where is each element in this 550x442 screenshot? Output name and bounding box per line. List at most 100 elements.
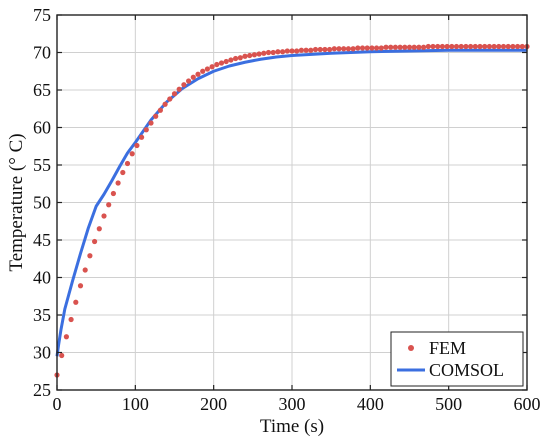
data-point: [505, 43, 511, 50]
data-point: [115, 180, 121, 186]
data-point: [82, 267, 88, 273]
data-point: [486, 43, 492, 50]
data-point: [209, 64, 215, 70]
data-point: [92, 238, 98, 245]
data-point: [411, 44, 417, 50]
data-point: [364, 45, 370, 51]
data-point: [472, 43, 478, 50]
x-tick-label: 0: [53, 394, 62, 414]
data-point: [261, 50, 267, 56]
data-point: [214, 61, 220, 68]
y-tick-label: 45: [33, 230, 51, 250]
data-point: [312, 46, 319, 53]
data-point: [275, 49, 281, 55]
legend-swatch-marker: [408, 345, 414, 351]
data-point: [242, 53, 248, 59]
y-tick-label: 40: [33, 268, 51, 288]
data-point: [322, 46, 328, 53]
y-axis-label: Temperature (° C): [6, 133, 27, 271]
data-point: [96, 226, 102, 232]
data-point: [223, 58, 229, 65]
data-point: [87, 253, 93, 259]
data-point: [265, 49, 272, 56]
data-point: [369, 45, 375, 51]
data-point: [392, 44, 398, 50]
legend-label: FEM: [429, 338, 466, 358]
data-point: [402, 44, 408, 50]
data-point: [153, 113, 159, 119]
legend-box: [390, 331, 524, 387]
data-point: [77, 283, 84, 289]
x-tick-label: 400: [357, 394, 384, 414]
y-tick-label: 55: [33, 155, 51, 175]
data-point: [68, 316, 74, 323]
data-point: [256, 51, 262, 57]
data-point: [374, 45, 380, 51]
tick-labels: 0 100 200 300 400 500 600 25 30 35 40 45 50 55 60 65 70 7…: [33, 5, 541, 414]
data-point: [247, 52, 253, 59]
data-point: [143, 127, 149, 133]
y-tick-label: 25: [33, 380, 51, 400]
x-tick-label: 600: [514, 394, 541, 414]
series-layer: [54, 43, 530, 378]
data-point: [406, 44, 413, 50]
data-point: [134, 142, 140, 149]
data-point: [298, 47, 304, 53]
y-tick-label: 70: [33, 43, 51, 63]
data-point: [289, 48, 295, 54]
y-tick-label: 60: [33, 118, 51, 138]
data-point: [378, 45, 384, 51]
data-point: [270, 49, 276, 56]
data-point: [171, 91, 178, 97]
series-markers-fem: [54, 43, 530, 378]
data-point: [63, 334, 69, 340]
x-tick-label: 300: [279, 394, 306, 414]
data-point: [430, 43, 436, 50]
data-point: [129, 151, 135, 157]
data-point: [500, 43, 507, 50]
data-point: [449, 43, 455, 50]
data-point: [120, 169, 126, 176]
data-point: [350, 46, 356, 52]
y-tick-label: 35: [33, 305, 51, 325]
data-point: [444, 43, 450, 50]
data-point: [284, 48, 290, 54]
data-point: [294, 48, 300, 54]
data-point: [458, 43, 464, 50]
data-point: [190, 74, 196, 80]
data-point: [327, 46, 333, 53]
data-point: [228, 57, 234, 63]
data-point: [482, 43, 488, 50]
data-point: [148, 120, 154, 126]
data-point: [416, 44, 422, 50]
data-point: [233, 55, 239, 62]
y-tick-label: 65: [33, 80, 51, 100]
data-point: [162, 101, 168, 107]
data-point: [124, 160, 131, 167]
data-point: [181, 82, 187, 88]
data-point: [435, 43, 441, 50]
data-point: [204, 66, 210, 72]
data-point: [110, 190, 116, 197]
data-point: [510, 43, 516, 50]
data-point: [496, 43, 502, 50]
data-point: [101, 213, 107, 219]
data-point: [425, 43, 431, 50]
data-point: [421, 44, 427, 50]
data-point: [195, 71, 201, 77]
data-point: [176, 86, 182, 92]
data-point: [345, 46, 351, 52]
x-tick-label: 500: [435, 394, 462, 414]
data-point: [519, 43, 525, 50]
data-point: [453, 43, 460, 50]
data-point: [397, 44, 403, 50]
y-tick-label: 30: [33, 343, 51, 363]
data-point: [336, 46, 342, 52]
y-tick-label: 75: [33, 5, 51, 25]
data-point: [280, 49, 286, 55]
data-point: [383, 44, 389, 50]
data-point: [491, 43, 497, 50]
y-tick-label: 50: [33, 193, 51, 213]
